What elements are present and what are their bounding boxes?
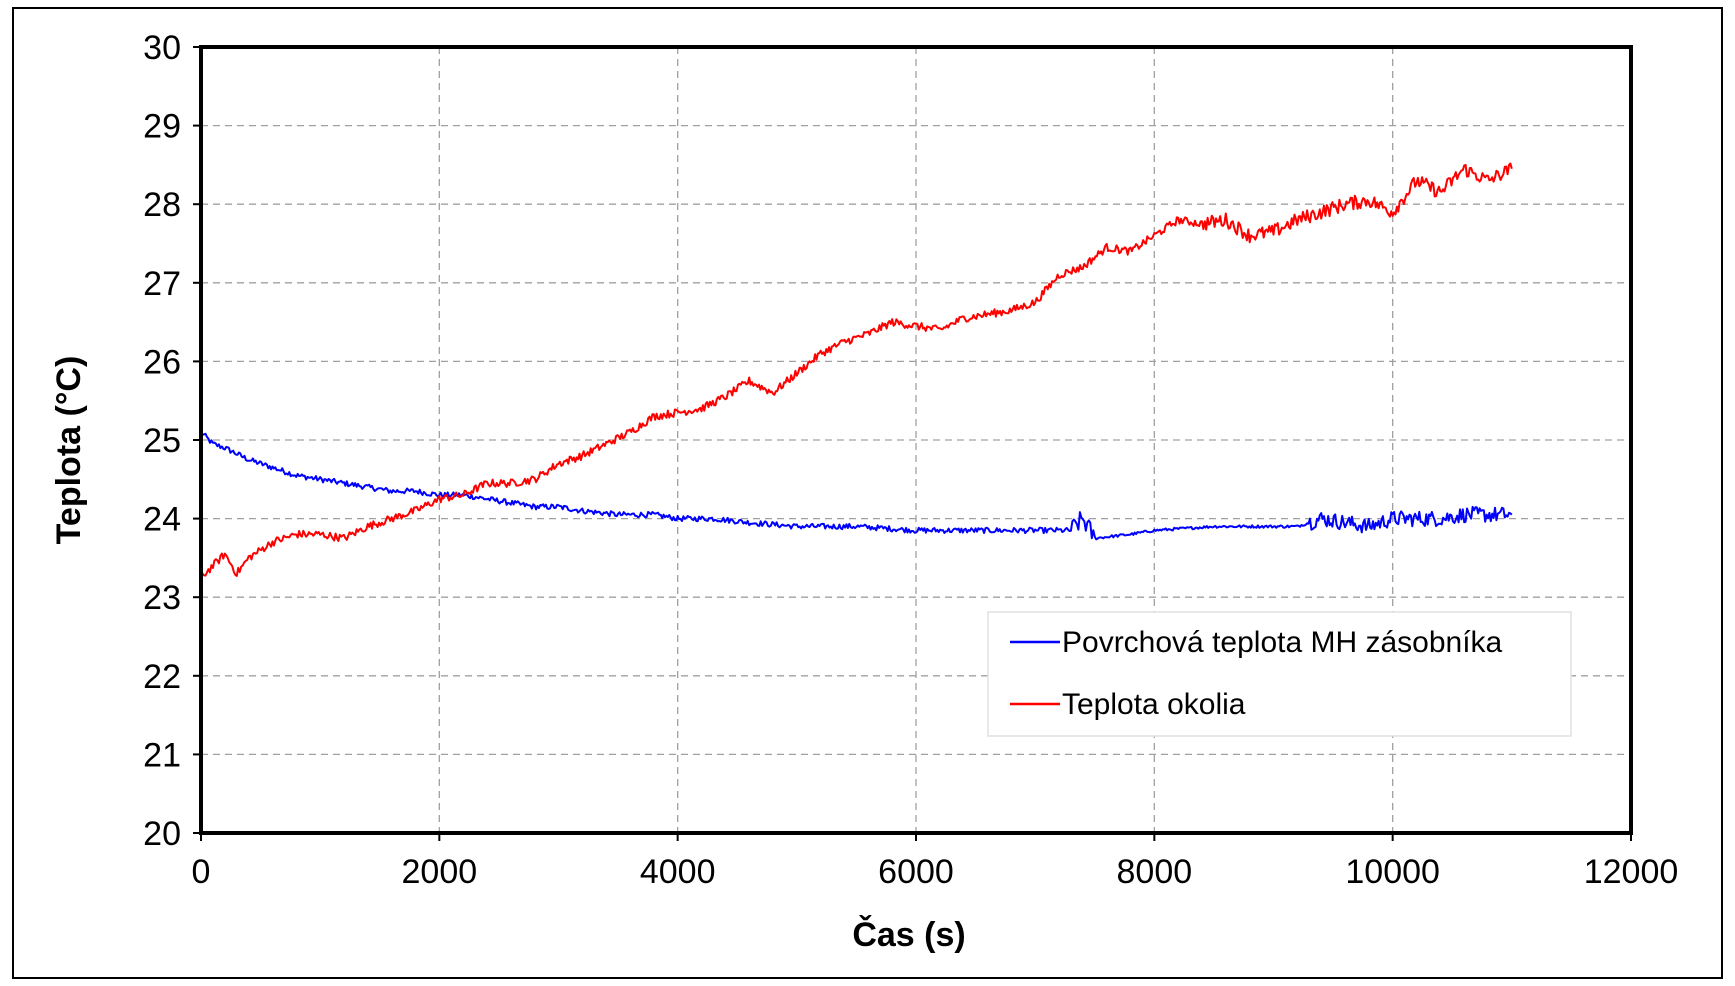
y-tick-label: 20 [143,815,181,853]
y-tick-label: 28 [143,186,181,224]
x-tick-label: 0 [192,853,211,891]
x-tick-label: 4000 [640,853,716,891]
x-tick-label: 2000 [402,853,478,891]
y-axis-title: Teplota (°C) [50,356,88,545]
x-tick-label: 6000 [878,853,954,891]
y-tick-label: 23 [143,579,181,617]
legend-label-1: Teplota okolia [1062,688,1246,721]
series-line-0 [201,430,1513,541]
y-tick-label: 26 [143,343,181,381]
y-tick-label: 22 [143,658,181,696]
legend: Povrchová teplota MH zásobníka Teplota o… [987,611,1572,737]
y-tick-label: 27 [143,265,181,303]
y-tick-label: 30 [143,29,181,67]
series-line-1 [201,162,1513,577]
series-group [201,162,1513,577]
y-tick-label: 25 [143,422,181,460]
legend-label-0: Povrchová teplota MH zásobníka [1062,626,1503,659]
y-tick-label: 29 [143,108,181,146]
legend-box [987,611,1572,737]
tick-marks [193,46,1632,841]
x-tick-label: 12000 [1584,853,1679,891]
x-tick-labels: 0 2000 4000 6000 8000 10000 12000 [192,853,1679,891]
x-tick-label: 8000 [1117,853,1193,891]
y-tick-label: 21 [143,736,181,774]
y-tick-labels: 20 21 22 23 24 25 26 27 28 29 30 [143,29,181,853]
x-tick-label: 10000 [1345,853,1440,891]
x-axis-title: Čas (s) [852,915,965,954]
y-tick-label: 24 [143,501,181,539]
